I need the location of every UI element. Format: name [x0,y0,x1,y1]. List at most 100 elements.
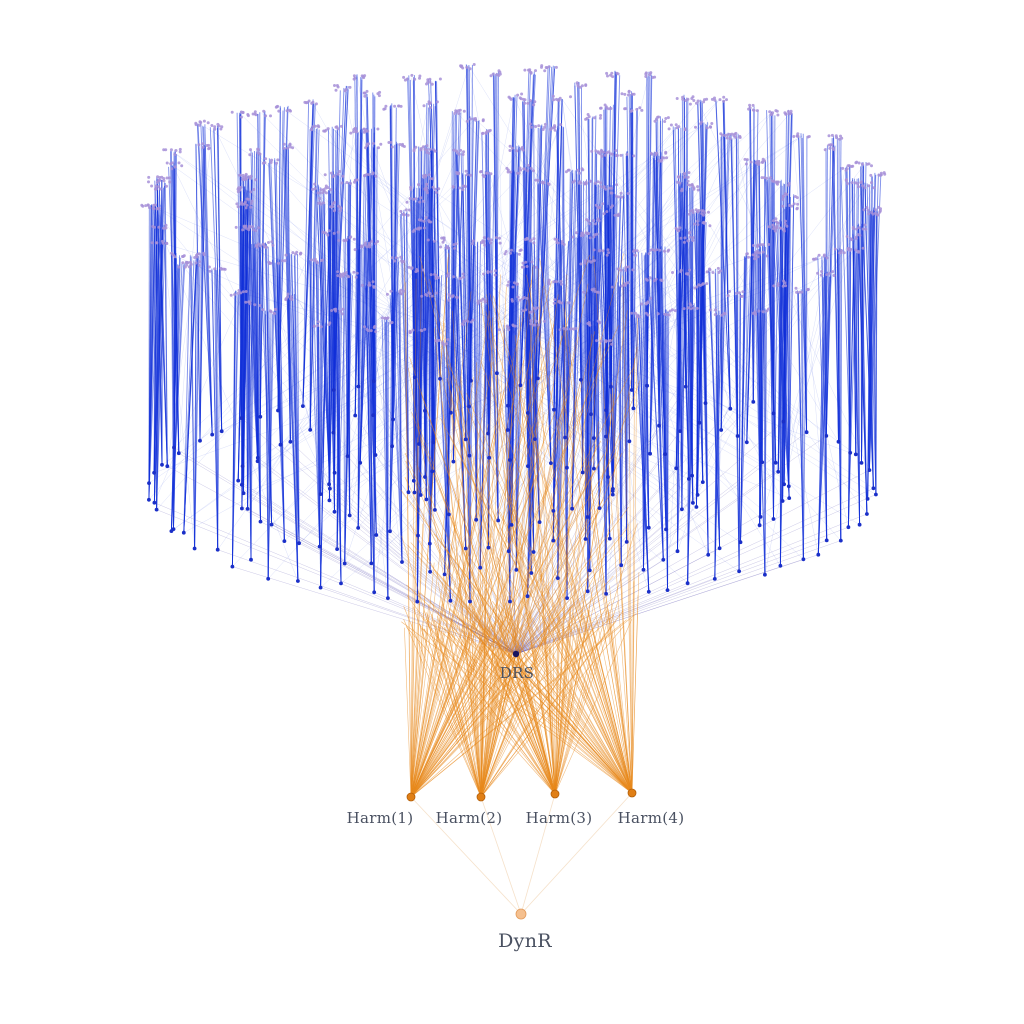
leaf-node [503,252,507,256]
leaf-node [399,104,403,108]
cluster-node [192,546,197,551]
leaf-node [649,151,653,155]
leaf-node [559,279,563,283]
leaf-node [366,129,370,133]
leaf-node [169,162,173,166]
harm-edge [497,557,633,794]
leaf-node [360,283,364,287]
leaf-node [235,202,239,206]
leaf-node [534,125,538,128]
cluster-cross-edge [284,98,721,542]
leaf-node [402,260,406,263]
leaf-node [549,128,553,131]
cluster-node [297,541,301,546]
leaf-node [532,169,535,173]
cluster-edge [335,308,342,584]
leaf-node [864,227,868,231]
leaf-node [197,123,201,127]
cluster-node [417,442,421,446]
cluster-node [373,453,378,457]
leaf-node [309,127,313,131]
leaf-node [202,119,206,123]
leaf-node [324,191,328,195]
leaf-node [518,96,522,100]
cluster-edge [309,260,321,547]
cluster-node [687,477,691,481]
leaf-node [670,308,674,312]
harm-edge [480,452,622,798]
cluster-edge [287,144,291,442]
cluster-edge [158,178,168,467]
cluster-cross-edge [513,96,709,555]
leaf-node [265,245,268,249]
leaf-node [669,123,673,127]
leaf-node [725,133,729,137]
leaf-node [518,298,522,302]
harm-edge [494,609,556,795]
leaf-node [781,204,785,208]
leaf-node [424,186,428,190]
leaf-node [522,265,526,269]
leaf-node [374,330,378,334]
cluster-node [757,523,762,528]
leaf-node [679,270,683,274]
leaf-node [807,135,811,138]
leaf-node [462,275,465,279]
leaf-node [682,307,686,311]
leaf-node [663,312,667,316]
leaf-node [384,104,388,108]
leaf-node [329,205,333,209]
hub-node [512,650,520,658]
leaf-node [352,74,356,78]
harm-edge [551,493,556,795]
harm-edge [417,423,556,795]
cluster-node [514,568,519,572]
harm-edge [593,255,633,794]
leaf-node [313,182,317,186]
harm-edge [554,394,615,795]
leaf-node [376,127,380,131]
cluster-cross-edge [357,76,420,445]
leaf-node [708,267,711,271]
leaf-node [408,331,412,335]
leaf-node [825,273,829,277]
leaf-node [269,114,272,118]
cluster-cross-edge [667,239,688,591]
root-edge [410,796,522,915]
cluster-node [423,408,427,413]
leaf-node [555,238,559,242]
cluster-node [509,523,514,527]
cluster-edge [437,339,451,601]
leaf-node [187,265,191,269]
cluster-edge [170,266,179,532]
leaf-node [703,98,706,102]
leaf-node [355,271,359,275]
cluster-node [804,430,809,435]
cluster-edge [687,306,696,584]
leaf-node [878,210,882,214]
leaf-node [686,239,690,243]
leaf-node [504,250,508,253]
leaf-node [598,116,602,120]
leaf-node [528,311,532,314]
leaf-node [244,206,248,210]
cluster-edge [847,249,852,528]
leaf-node [596,180,600,184]
cluster-edge [194,252,201,549]
cluster-node [712,577,717,581]
leaf-node [863,223,867,227]
cluster-node [442,572,447,577]
leaf-node [248,225,252,229]
leaf-node [236,190,240,194]
harm-edge [410,377,474,798]
cluster-edge [148,206,157,500]
leaf-node [757,309,761,313]
harm-edge [554,513,613,795]
leaf-node [364,241,367,245]
leaf-node [164,223,168,227]
harm-edge [480,336,579,798]
leaf-node [447,298,451,302]
cluster-node [391,417,395,422]
cluster-node [474,517,479,522]
leaf-node [674,123,678,127]
